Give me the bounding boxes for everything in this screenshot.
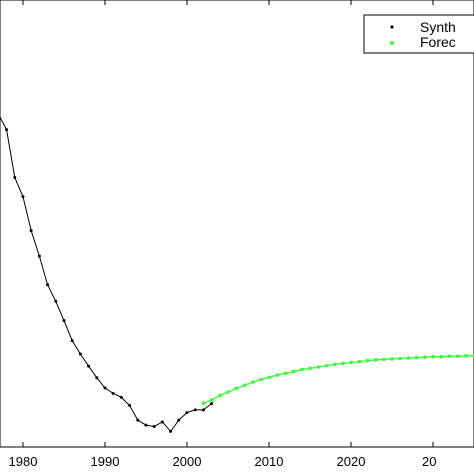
data-point-forec [324,363,329,368]
data-point-synth [29,229,33,233]
x-tick-label: 20 [422,454,436,469]
data-point-synth [13,175,17,179]
data-point-forec [234,386,238,391]
data-point-synth [87,364,91,368]
data-point-synth [210,402,214,406]
data-point-forec [201,401,206,405]
data-point-synth [177,418,181,422]
data-point-forec [226,390,230,394]
data-point-forec [390,357,394,361]
data-point-forec [357,359,361,364]
legend-marker-forec [390,41,394,45]
data-point-forec [308,366,312,371]
legend-box [363,14,474,54]
data-point-synth [37,254,41,258]
series-line-forec [203,355,474,404]
x-tick-label: 2000 [173,454,202,469]
data-point-synth [152,424,156,428]
x-tick-label: 2010 [255,454,284,469]
data-point-forec [373,358,378,362]
data-point-forec [381,357,386,362]
data-point-forec [414,355,419,360]
data-point-synth [185,411,189,415]
legend-marker-synth [390,25,394,29]
x-tick-label: 2020 [337,454,366,469]
x-tick-label: 1990 [91,454,120,469]
data-point-forec [209,398,214,402]
data-point-synth [5,128,9,132]
x-tick-label: 1980 [9,454,38,469]
x-axis-ticks: 1980 1990 2000 2010 2020 20 [9,0,436,469]
data-point-forec [242,383,247,388]
data-point-forec [291,369,296,374]
data-point-synth [62,319,66,322]
data-point-synth [201,408,205,412]
data-point-forec [332,362,337,367]
data-point-synth [70,339,74,343]
data-point-synth [160,420,164,424]
data-point-synth [111,391,115,395]
data-point-forec [217,393,222,398]
data-point-synth [54,299,58,303]
data-point-forec [299,367,304,372]
legend-label-synth: Synth [420,19,456,35]
data-point-forec [464,354,468,358]
data-point-synth [128,403,132,407]
data-point-forec [283,371,288,376]
data-point-synth [103,386,107,390]
data-point-forec [349,360,353,365]
data-point-synth [169,429,173,433]
data-point-forec [258,377,263,382]
legend: Synth Forec [363,14,474,54]
data-point-forec [431,354,435,359]
data-point-synth [144,423,148,427]
legend-label-forec: Forec [420,34,456,50]
data-point-synth [193,408,197,412]
data-point-forec [316,365,320,369]
data-point-forec [267,375,271,380]
data-point-forec [423,355,427,359]
data-point-forec [455,354,460,359]
data-point-forec [250,380,255,384]
data-point-forec [365,358,370,363]
plot-area-frame [0,0,474,448]
data-point-forec [340,361,345,366]
data-point-synth [46,283,50,287]
data-point-synth [119,395,123,399]
data-point-synth [78,352,82,356]
data-point-forec [275,373,279,377]
data-point-synth [21,195,25,199]
data-point-forec [398,356,402,361]
data-point-forec [406,356,411,360]
data-point-synth [95,376,99,380]
data-point-forec [439,354,444,359]
data-point-forec [447,354,452,359]
data-point-synth [136,418,140,422]
